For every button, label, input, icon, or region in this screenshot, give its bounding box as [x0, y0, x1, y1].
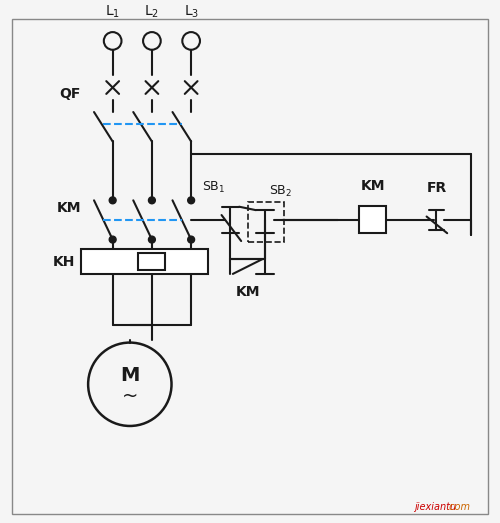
Text: KM: KM [360, 179, 385, 193]
Text: $\mathrm{L_2}$: $\mathrm{L_2}$ [144, 4, 160, 20]
Circle shape [109, 197, 116, 204]
Circle shape [188, 236, 194, 243]
Text: FR: FR [426, 181, 446, 196]
Circle shape [188, 197, 194, 204]
Text: QF: QF [60, 87, 81, 101]
Text: KH: KH [52, 255, 75, 269]
Text: jiexiantu: jiexiantu [414, 502, 456, 512]
Text: ~: ~ [122, 387, 138, 406]
Text: .com: .com [446, 502, 470, 512]
Bar [359, 207, 386, 233]
Circle shape [109, 236, 116, 243]
Bar [81, 249, 208, 274]
Text: KM: KM [56, 201, 81, 215]
Text: M: M [120, 366, 140, 385]
Text: $\mathrm{L_3}$: $\mathrm{L_3}$ [184, 4, 199, 20]
Text: $\mathrm{SB_2}$: $\mathrm{SB_2}$ [268, 184, 292, 199]
Text: KM: KM [236, 285, 260, 299]
Text: $\mathrm{L_1}$: $\mathrm{L_1}$ [105, 4, 120, 20]
Text: $\mathrm{SB_1}$: $\mathrm{SB_1}$ [202, 180, 225, 196]
Bar [138, 253, 165, 270]
Circle shape [148, 236, 156, 243]
Circle shape [148, 197, 156, 204]
